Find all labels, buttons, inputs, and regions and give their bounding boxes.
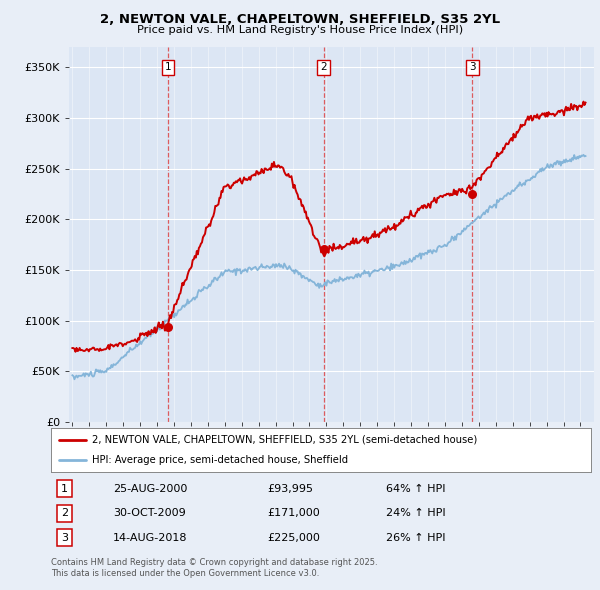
Text: 14-AUG-2018: 14-AUG-2018	[113, 533, 188, 543]
Text: £93,995: £93,995	[267, 484, 313, 494]
Text: HPI: Average price, semi-detached house, Sheffield: HPI: Average price, semi-detached house,…	[91, 455, 347, 465]
Text: This data is licensed under the Open Government Licence v3.0.: This data is licensed under the Open Gov…	[51, 569, 319, 578]
Point	[467, 189, 477, 199]
Text: 24% ↑ HPI: 24% ↑ HPI	[386, 509, 445, 518]
Text: Price paid vs. HM Land Registry's House Price Index (HPI): Price paid vs. HM Land Registry's House …	[137, 25, 463, 35]
Text: 30-OCT-2009: 30-OCT-2009	[113, 509, 186, 518]
Text: 64% ↑ HPI: 64% ↑ HPI	[386, 484, 445, 494]
Text: 2, NEWTON VALE, CHAPELTOWN, SHEFFIELD, S35 2YL (semi-detached house): 2, NEWTON VALE, CHAPELTOWN, SHEFFIELD, S…	[91, 435, 477, 445]
Text: 1: 1	[61, 484, 68, 494]
Point	[163, 322, 173, 332]
Text: £225,000: £225,000	[267, 533, 320, 543]
Text: 2, NEWTON VALE, CHAPELTOWN, SHEFFIELD, S35 2YL: 2, NEWTON VALE, CHAPELTOWN, SHEFFIELD, S…	[100, 13, 500, 26]
Text: £171,000: £171,000	[267, 509, 320, 518]
Text: 2: 2	[61, 509, 68, 518]
Point	[319, 244, 328, 254]
Text: 2: 2	[320, 63, 327, 73]
Text: 25-AUG-2000: 25-AUG-2000	[113, 484, 187, 494]
Text: 1: 1	[165, 63, 172, 73]
Text: 26% ↑ HPI: 26% ↑ HPI	[386, 533, 445, 543]
Text: 3: 3	[469, 63, 476, 73]
Text: Contains HM Land Registry data © Crown copyright and database right 2025.: Contains HM Land Registry data © Crown c…	[51, 558, 377, 566]
Text: 3: 3	[61, 533, 68, 543]
